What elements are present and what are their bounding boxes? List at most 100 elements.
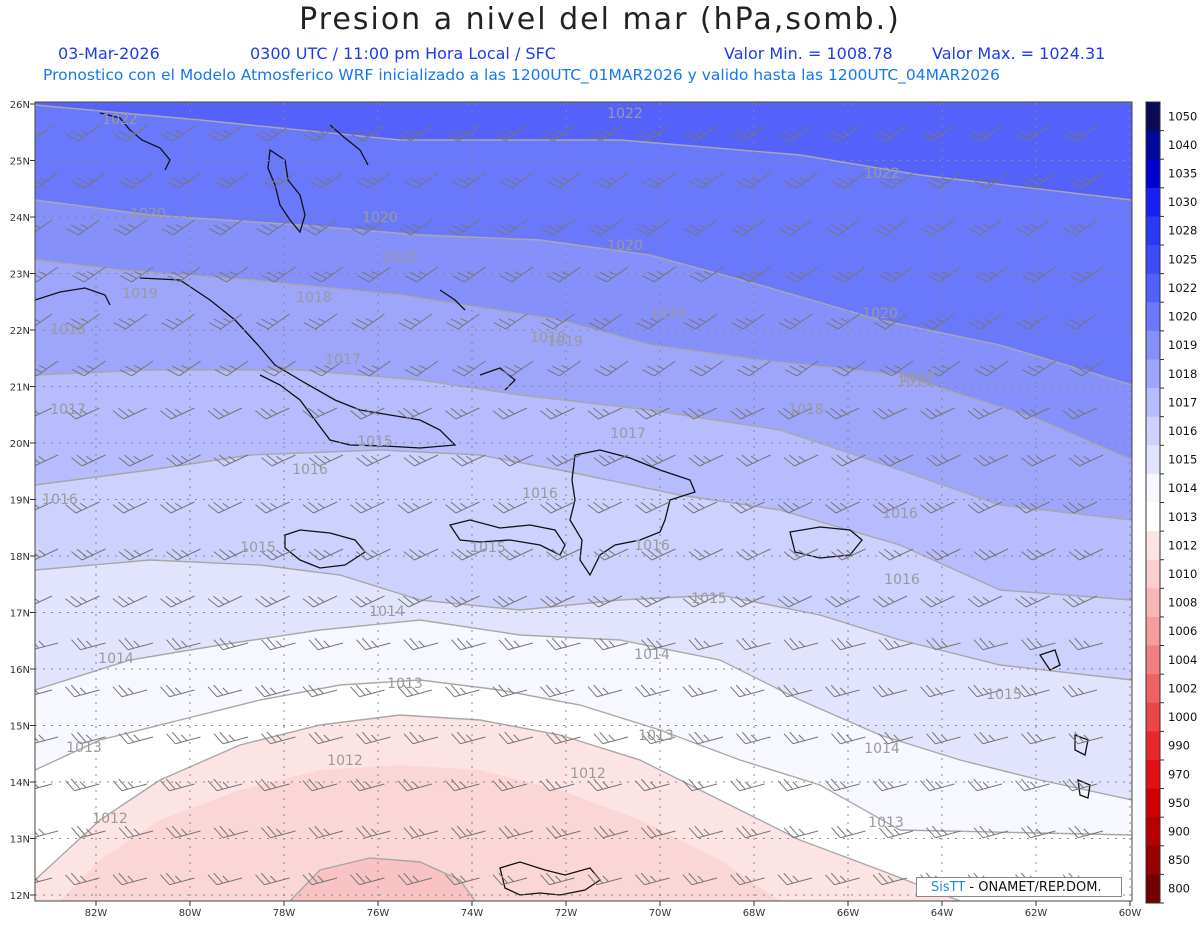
wind-barb	[112, 501, 148, 514]
lat-label-22n: 22N	[10, 326, 30, 337]
coast-cuba	[35, 277, 457, 449]
wind-barb	[308, 825, 344, 839]
lon-label-76w: 76W	[367, 908, 390, 919]
wind-barb	[166, 637, 201, 651]
wind-barb	[255, 684, 290, 698]
wind-barb	[1021, 454, 1056, 467]
wind-barb	[451, 548, 486, 561]
wind-barb	[66, 125, 100, 142]
wind-barb	[736, 454, 771, 467]
colorbar-label-1018: 1018	[1168, 367, 1197, 381]
colorbar-label-1006: 1006	[1168, 624, 1197, 638]
wind-barb	[351, 219, 385, 236]
wind-barb	[213, 825, 249, 839]
wind-barb	[731, 125, 765, 142]
wind-barb	[445, 684, 480, 698]
wind-barb	[445, 501, 480, 514]
wind-barb	[261, 548, 296, 561]
isobar-label: 1017	[325, 352, 361, 368]
isobar-label: 1016	[882, 506, 918, 522]
wind-barb	[499, 266, 534, 283]
wind-barb	[967, 595, 1003, 608]
wind-barb	[641, 454, 676, 467]
wind-barb	[1021, 731, 1056, 745]
wind-barb	[255, 778, 290, 792]
wind-barb	[35, 501, 53, 514]
colorbar-label-1008: 1008	[1168, 596, 1197, 610]
colorbar-label-1000: 1000	[1168, 710, 1197, 724]
wind-barb	[588, 125, 623, 142]
wind-barb	[35, 313, 53, 330]
wind-barb	[356, 825, 391, 839]
wind-barb	[927, 266, 961, 283]
wind-barb	[65, 684, 100, 698]
wind-barb	[350, 501, 385, 514]
wind-barb	[35, 407, 53, 420]
wind-barb	[350, 684, 385, 698]
wind-barb	[730, 872, 765, 886]
wind-barb	[920, 778, 955, 792]
max-value: Valor Max. = 1024.31	[932, 44, 1106, 63]
wind-barb	[540, 501, 575, 514]
wind-barb	[920, 407, 955, 420]
wind-barb	[1063, 219, 1098, 236]
lat-label-18n: 18N	[10, 552, 30, 563]
wind-barb	[1022, 172, 1056, 189]
colorbar-swatch-850	[1146, 845, 1160, 875]
isobar-1020	[35, 199, 1132, 386]
wind-barb	[832, 360, 866, 377]
wind-barb	[1021, 548, 1056, 561]
wind-barb	[777, 872, 813, 886]
isobar-label: 1013	[387, 676, 423, 692]
wind-barb	[309, 172, 344, 189]
wind-barb	[403, 548, 439, 561]
wind-barb	[731, 219, 765, 236]
isobar-label: 1014	[369, 604, 405, 620]
isobar-1016	[35, 559, 1132, 681]
wind-barb	[35, 360, 59, 377]
wind-barb	[831, 731, 866, 745]
wind-barb	[445, 872, 480, 886]
wind-barb	[879, 266, 914, 283]
isobar-label: 1019	[547, 334, 583, 350]
isobar-1012	[289, 857, 476, 901]
wind-barb	[920, 501, 955, 514]
wind-barb	[873, 219, 908, 236]
wind-barb	[256, 219, 290, 236]
wind-barb	[404, 172, 439, 189]
wind-barb	[498, 548, 534, 561]
wind-barb	[777, 501, 813, 514]
wind-barb	[357, 360, 391, 377]
isobar-label: 1013	[868, 815, 904, 831]
wind-barb	[397, 595, 433, 608]
sis-logo-text: SisTT	[931, 880, 966, 895]
wind-barb	[403, 454, 439, 467]
wind-barb	[213, 454, 249, 467]
wind-barb	[777, 407, 813, 420]
wind-barb	[1069, 360, 1104, 377]
wind-barb	[635, 501, 670, 514]
wind-barb	[641, 548, 676, 561]
wind-barb	[445, 595, 480, 608]
wind-barb	[498, 637, 534, 651]
wind-barb	[1062, 501, 1098, 514]
logo-org-text: - ONAMET/REP.DOM.	[965, 880, 1102, 895]
wind-barb	[778, 125, 813, 142]
wind-barb	[356, 454, 391, 467]
wind-barb	[397, 407, 433, 420]
wind-barb	[635, 778, 670, 792]
wind-barb	[1016, 125, 1050, 142]
wind-barb	[974, 172, 1009, 189]
wind-barb	[967, 778, 1003, 792]
isobar-label: 1016	[292, 462, 328, 478]
wind-barb	[636, 219, 670, 236]
colorbar-swatch-1022	[1146, 273, 1160, 303]
wind-barb	[214, 360, 249, 377]
wind-barb	[968, 125, 1003, 142]
wind-barb	[587, 501, 623, 514]
isobar-1013	[35, 714, 961, 901]
model-info: Pronostico con el Modelo Atmosferico WRF…	[43, 66, 1000, 84]
isobar-label: 1016	[884, 572, 920, 588]
coast-south-america	[499, 861, 601, 896]
wind-barb	[878, 637, 914, 651]
